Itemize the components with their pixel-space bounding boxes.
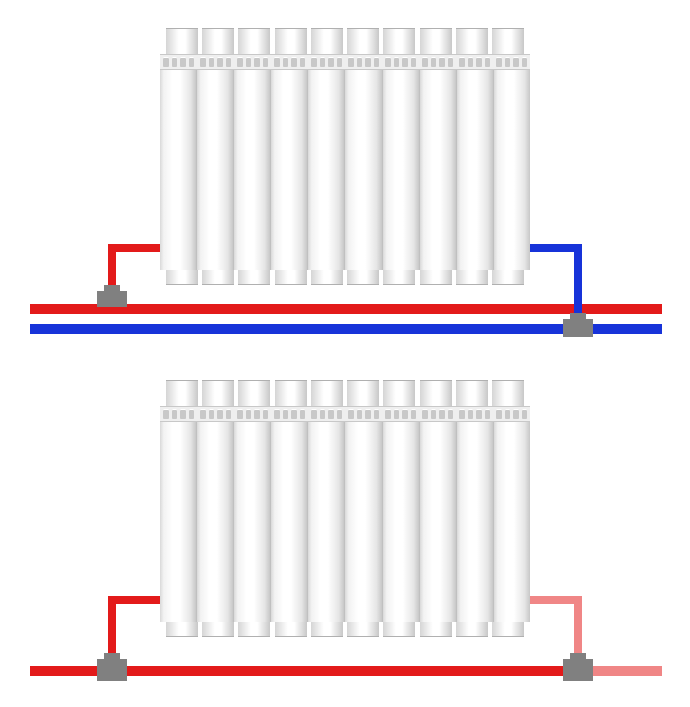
radiator-body — [160, 422, 530, 622]
tee-tee-cold-right-v — [570, 313, 586, 327]
tee-tee-hot-left-v — [104, 285, 120, 299]
tee-tee-right-v — [570, 653, 586, 667]
pipe-riser-faded-right — [574, 596, 582, 658]
pipe-branch-faded-right — [524, 596, 582, 604]
diagram-canvas — [0, 0, 690, 707]
radiator-footer — [160, 270, 530, 284]
pipe-branch-cold-right — [524, 244, 582, 252]
pipe-riser-hot-left — [108, 596, 116, 658]
radiator-body — [160, 70, 530, 270]
radiator-header — [160, 28, 530, 54]
pipe-main-mid-mix — [122, 666, 570, 676]
pipe-branch-hot-left — [108, 596, 168, 604]
radiator-header — [160, 380, 530, 406]
radiator-footer — [160, 622, 530, 636]
pipe-branch-hot-left — [108, 244, 168, 252]
radiator-grill — [160, 406, 530, 422]
radiator — [160, 380, 530, 636]
tee-tee-left-v — [104, 653, 120, 667]
radiator — [160, 28, 530, 284]
radiator-grill — [160, 54, 530, 70]
